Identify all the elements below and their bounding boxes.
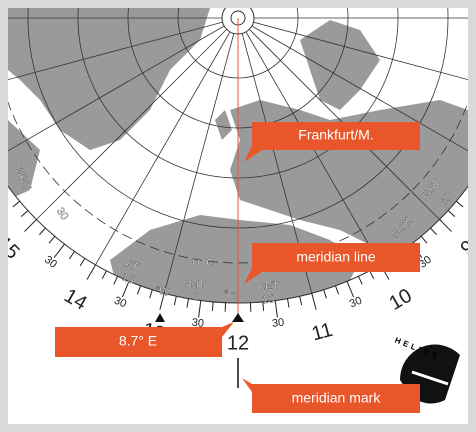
- dial-tick: [136, 285, 141, 295]
- meridian: [237, 17, 468, 161]
- dial-tick: [357, 276, 363, 285]
- dial-tick: [86, 264, 96, 280]
- zone-label: °E: [224, 289, 236, 301]
- dial-tick: [286, 298, 290, 308]
- dial-tick: [159, 293, 165, 310]
- minute-label: 30: [112, 295, 128, 311]
- callout-text: 8.7° E: [119, 333, 157, 349]
- minute-label: 30: [42, 254, 59, 271]
- minute-label: 30: [348, 295, 364, 311]
- meridian: [8, 17, 239, 93]
- dial-tick: [113, 276, 119, 285]
- zone-label: AT: [124, 258, 141, 274]
- hour-label: 9: [456, 236, 476, 259]
- meridian: [8, 17, 239, 161]
- meridian: [36, 17, 239, 220]
- zone-label: 15: [120, 271, 136, 286]
- dial-tick: [299, 296, 303, 306]
- dial-tick: [20, 210, 29, 217]
- meridian: [237, 17, 440, 220]
- minute-label: 30: [191, 317, 205, 330]
- dial-tick: [262, 301, 265, 311]
- dial-tick: [24, 219, 37, 232]
- dial-tick: [53, 243, 65, 258]
- dial-tick: [39, 227, 46, 236]
- dial-tick: [68, 251, 75, 260]
- dial-tick: [186, 298, 190, 308]
- meridian: [95, 17, 239, 266]
- zone-label: 15: [261, 293, 274, 306]
- meridian: [163, 17, 239, 294]
- callout-city: Frankfurt/M.: [244, 122, 420, 162]
- dial-tick: [274, 300, 278, 318]
- dial-tick: [456, 200, 464, 208]
- dial-tick: [323, 289, 327, 299]
- zone-label: UTC: [192, 257, 215, 269]
- hour-label: 12: [227, 332, 249, 354]
- zone-triangle: [155, 313, 165, 322]
- dial-tick: [48, 236, 56, 244]
- zone-label: CET: [257, 280, 280, 294]
- meridian-triangle: [232, 313, 244, 322]
- callout-line: meridian line: [244, 243, 420, 284]
- dial-tick: [79, 258, 86, 267]
- dial-tick: [149, 289, 153, 299]
- callout-text: Frankfurt/M.: [298, 127, 373, 143]
- dial-tick: [101, 270, 107, 280]
- dial-tick: [447, 210, 456, 217]
- minute-label: 30: [271, 317, 285, 330]
- dial-tick: [346, 281, 355, 298]
- dial-tick: [335, 285, 340, 295]
- zone-label: 0: [193, 291, 199, 303]
- dial-tick: [121, 281, 130, 298]
- callout-mark: meridian mark: [242, 378, 420, 413]
- zone-label: 30: [54, 205, 71, 222]
- dial-tick: [420, 236, 428, 244]
- dial-tick: [12, 200, 20, 208]
- dial-tick: [439, 219, 452, 232]
- zone-label: °W: [154, 285, 171, 299]
- dial-tick: [198, 300, 202, 318]
- dial-tick: [173, 296, 177, 306]
- dial-tick: [369, 270, 375, 280]
- dial-tick: [311, 293, 317, 310]
- dial-tick: [430, 227, 437, 236]
- callout-text: meridian line: [296, 249, 376, 265]
- zone-label: GMT: [181, 279, 206, 291]
- minute-label: 30: [417, 254, 434, 271]
- callout-text: meridian mark: [292, 390, 382, 406]
- meridian: [237, 17, 468, 93]
- callout-longitude: 8.7° E: [55, 322, 234, 357]
- dial-tick: [211, 301, 214, 311]
